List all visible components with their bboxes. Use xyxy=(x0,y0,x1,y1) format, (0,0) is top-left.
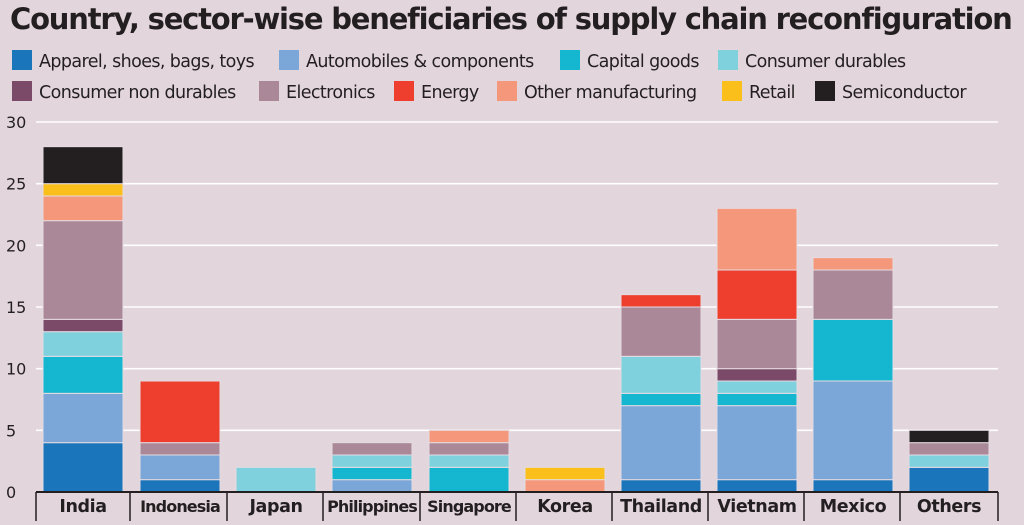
legend-swatch-retail xyxy=(722,81,742,101)
bar-segment-mexico-electronics xyxy=(812,269,894,320)
bar-segment-india-consumer-non-durables xyxy=(42,318,124,333)
legend-label-automobiles-and-components: Automobiles & components xyxy=(306,52,534,72)
bar-segment-india-other-manufacturing xyxy=(42,195,124,222)
bar-segment-others-semiconductor xyxy=(908,429,990,444)
bar-segment-philippines-electronics xyxy=(331,442,413,456)
y-tick-label-5: 5 xyxy=(6,421,16,440)
bar-segment-mexico-other-manufacturing xyxy=(812,257,894,271)
legend-swatch-automobiles-and-components xyxy=(279,50,299,70)
y-tick-label-25: 25 xyxy=(6,175,26,194)
x-tick-label-indonesia: Indonesia xyxy=(140,497,220,516)
legend-swatch-capital-goods xyxy=(560,50,580,70)
bar-segment-mexico-apparel-shoes-bags-toys xyxy=(812,479,894,493)
bar-segment-korea-other-manufacturing xyxy=(524,479,606,493)
y-tick-label-10: 10 xyxy=(6,360,26,379)
x-tick-label-thailand: Thailand xyxy=(620,497,702,517)
bar-segment-philippines-consumer-durables xyxy=(331,454,413,468)
legend-label-energy: Energy xyxy=(421,83,479,103)
bar-segment-others-consumer-durables xyxy=(908,454,990,468)
legend-swatch-electronics xyxy=(259,81,279,101)
bar-segment-india-retail xyxy=(42,183,124,197)
bar-segment-singapore-capital-goods xyxy=(428,466,510,493)
bar-segment-india-electronics xyxy=(42,220,124,320)
bar-segment-thailand-automobiles-and-components xyxy=(620,405,702,481)
bar-segment-mexico-capital-goods xyxy=(812,318,894,382)
bar-segment-indonesia-automobiles-and-components xyxy=(139,454,221,481)
bar-segment-japan-consumer-durables xyxy=(235,466,317,493)
legend-label-capital-goods: Capital goods xyxy=(587,52,699,72)
legend-label-electronics: Electronics xyxy=(286,83,375,103)
y-tick-label-20: 20 xyxy=(6,236,26,255)
legend-label-consumer-durables: Consumer durables xyxy=(745,52,906,72)
x-tick-label-korea: Korea xyxy=(537,497,593,517)
x-tick-label-philippines: Philippines xyxy=(327,497,417,516)
bar-segment-indonesia-electronics xyxy=(139,442,221,456)
x-tick-label-india: India xyxy=(59,497,106,517)
bar-segment-mexico-automobiles-and-components xyxy=(812,380,894,481)
legend-label-semiconductor: Semiconductor xyxy=(842,83,967,103)
x-tick-label-singapore: Singapore xyxy=(427,497,512,516)
bar-segment-others-apparel-shoes-bags-toys xyxy=(908,466,990,493)
bar-segment-others-electronics xyxy=(908,442,990,456)
x-tick-label-japan: Japan xyxy=(248,497,302,517)
bar-segment-vietnam-consumer-durables xyxy=(716,380,798,394)
bar-segment-vietnam-energy xyxy=(716,269,798,320)
bar-segment-thailand-apparel-shoes-bags-toys xyxy=(620,479,702,493)
legend-label-apparel-shoes-bags-toys: Apparel, shoes, bags, toys xyxy=(39,52,255,72)
bar-segment-korea-retail xyxy=(524,466,606,481)
y-tick-label-15: 15 xyxy=(6,298,26,317)
bar-segment-vietnam-apparel-shoes-bags-toys xyxy=(716,479,798,493)
bar-segment-singapore-other-manufacturing xyxy=(428,429,510,444)
bar-segment-vietnam-capital-goods xyxy=(716,392,798,407)
bar-segment-indonesia-apparel-shoes-bags-toys xyxy=(139,479,221,493)
bar-segment-vietnam-automobiles-and-components xyxy=(716,405,798,481)
bar-segment-philippines-automobiles-and-components xyxy=(331,479,413,493)
bar-segment-india-capital-goods xyxy=(42,355,124,394)
legend-swatch-consumer-non-durables xyxy=(12,81,32,101)
bar-segment-vietnam-electronics xyxy=(716,318,798,370)
legend-label-consumer-non-durables: Consumer non durables xyxy=(39,83,236,103)
bar-segment-indonesia-energy xyxy=(139,380,221,444)
bar-segment-vietnam-other-manufacturing xyxy=(716,207,798,271)
legend-swatch-semiconductor xyxy=(815,81,835,101)
bar-segment-philippines-capital-goods xyxy=(331,466,413,481)
bar-segment-thailand-consumer-durables xyxy=(620,355,702,394)
bar-segment-vietnam-consumer-non-durables xyxy=(716,368,798,382)
bar-segment-singapore-consumer-durables xyxy=(428,454,510,468)
bar-segment-singapore-electronics xyxy=(428,442,510,456)
legend-swatch-apparel-shoes-bags-toys xyxy=(12,50,32,70)
x-tick-label-mexico: Mexico xyxy=(820,497,887,517)
legend-label-other-manufacturing: Other manufacturing xyxy=(524,83,697,103)
bar-segment-india-semiconductor xyxy=(42,146,124,185)
bar-segment-thailand-electronics xyxy=(620,306,702,357)
bar-segment-india-apparel-shoes-bags-toys xyxy=(42,442,124,493)
y-tick-label-30: 30 xyxy=(6,113,26,132)
bar-segment-india-automobiles-and-components xyxy=(42,392,124,444)
legend-swatch-energy xyxy=(394,81,414,101)
bar-segment-india-consumer-durables xyxy=(42,331,124,357)
y-tick-label-0: 0 xyxy=(6,483,16,502)
legend-swatch-other-manufacturing xyxy=(497,81,517,101)
chart-title: Country, sector-wise beneficiaries of su… xyxy=(10,2,1013,36)
bar-segment-thailand-capital-goods xyxy=(620,392,702,407)
legend-label-retail: Retail xyxy=(749,83,795,103)
x-tick-label-vietnam: Vietnam xyxy=(717,497,796,517)
legend-swatch-consumer-durables xyxy=(718,50,738,70)
bar-segment-thailand-energy xyxy=(620,294,702,308)
x-tick-label-others: Others xyxy=(917,497,981,517)
